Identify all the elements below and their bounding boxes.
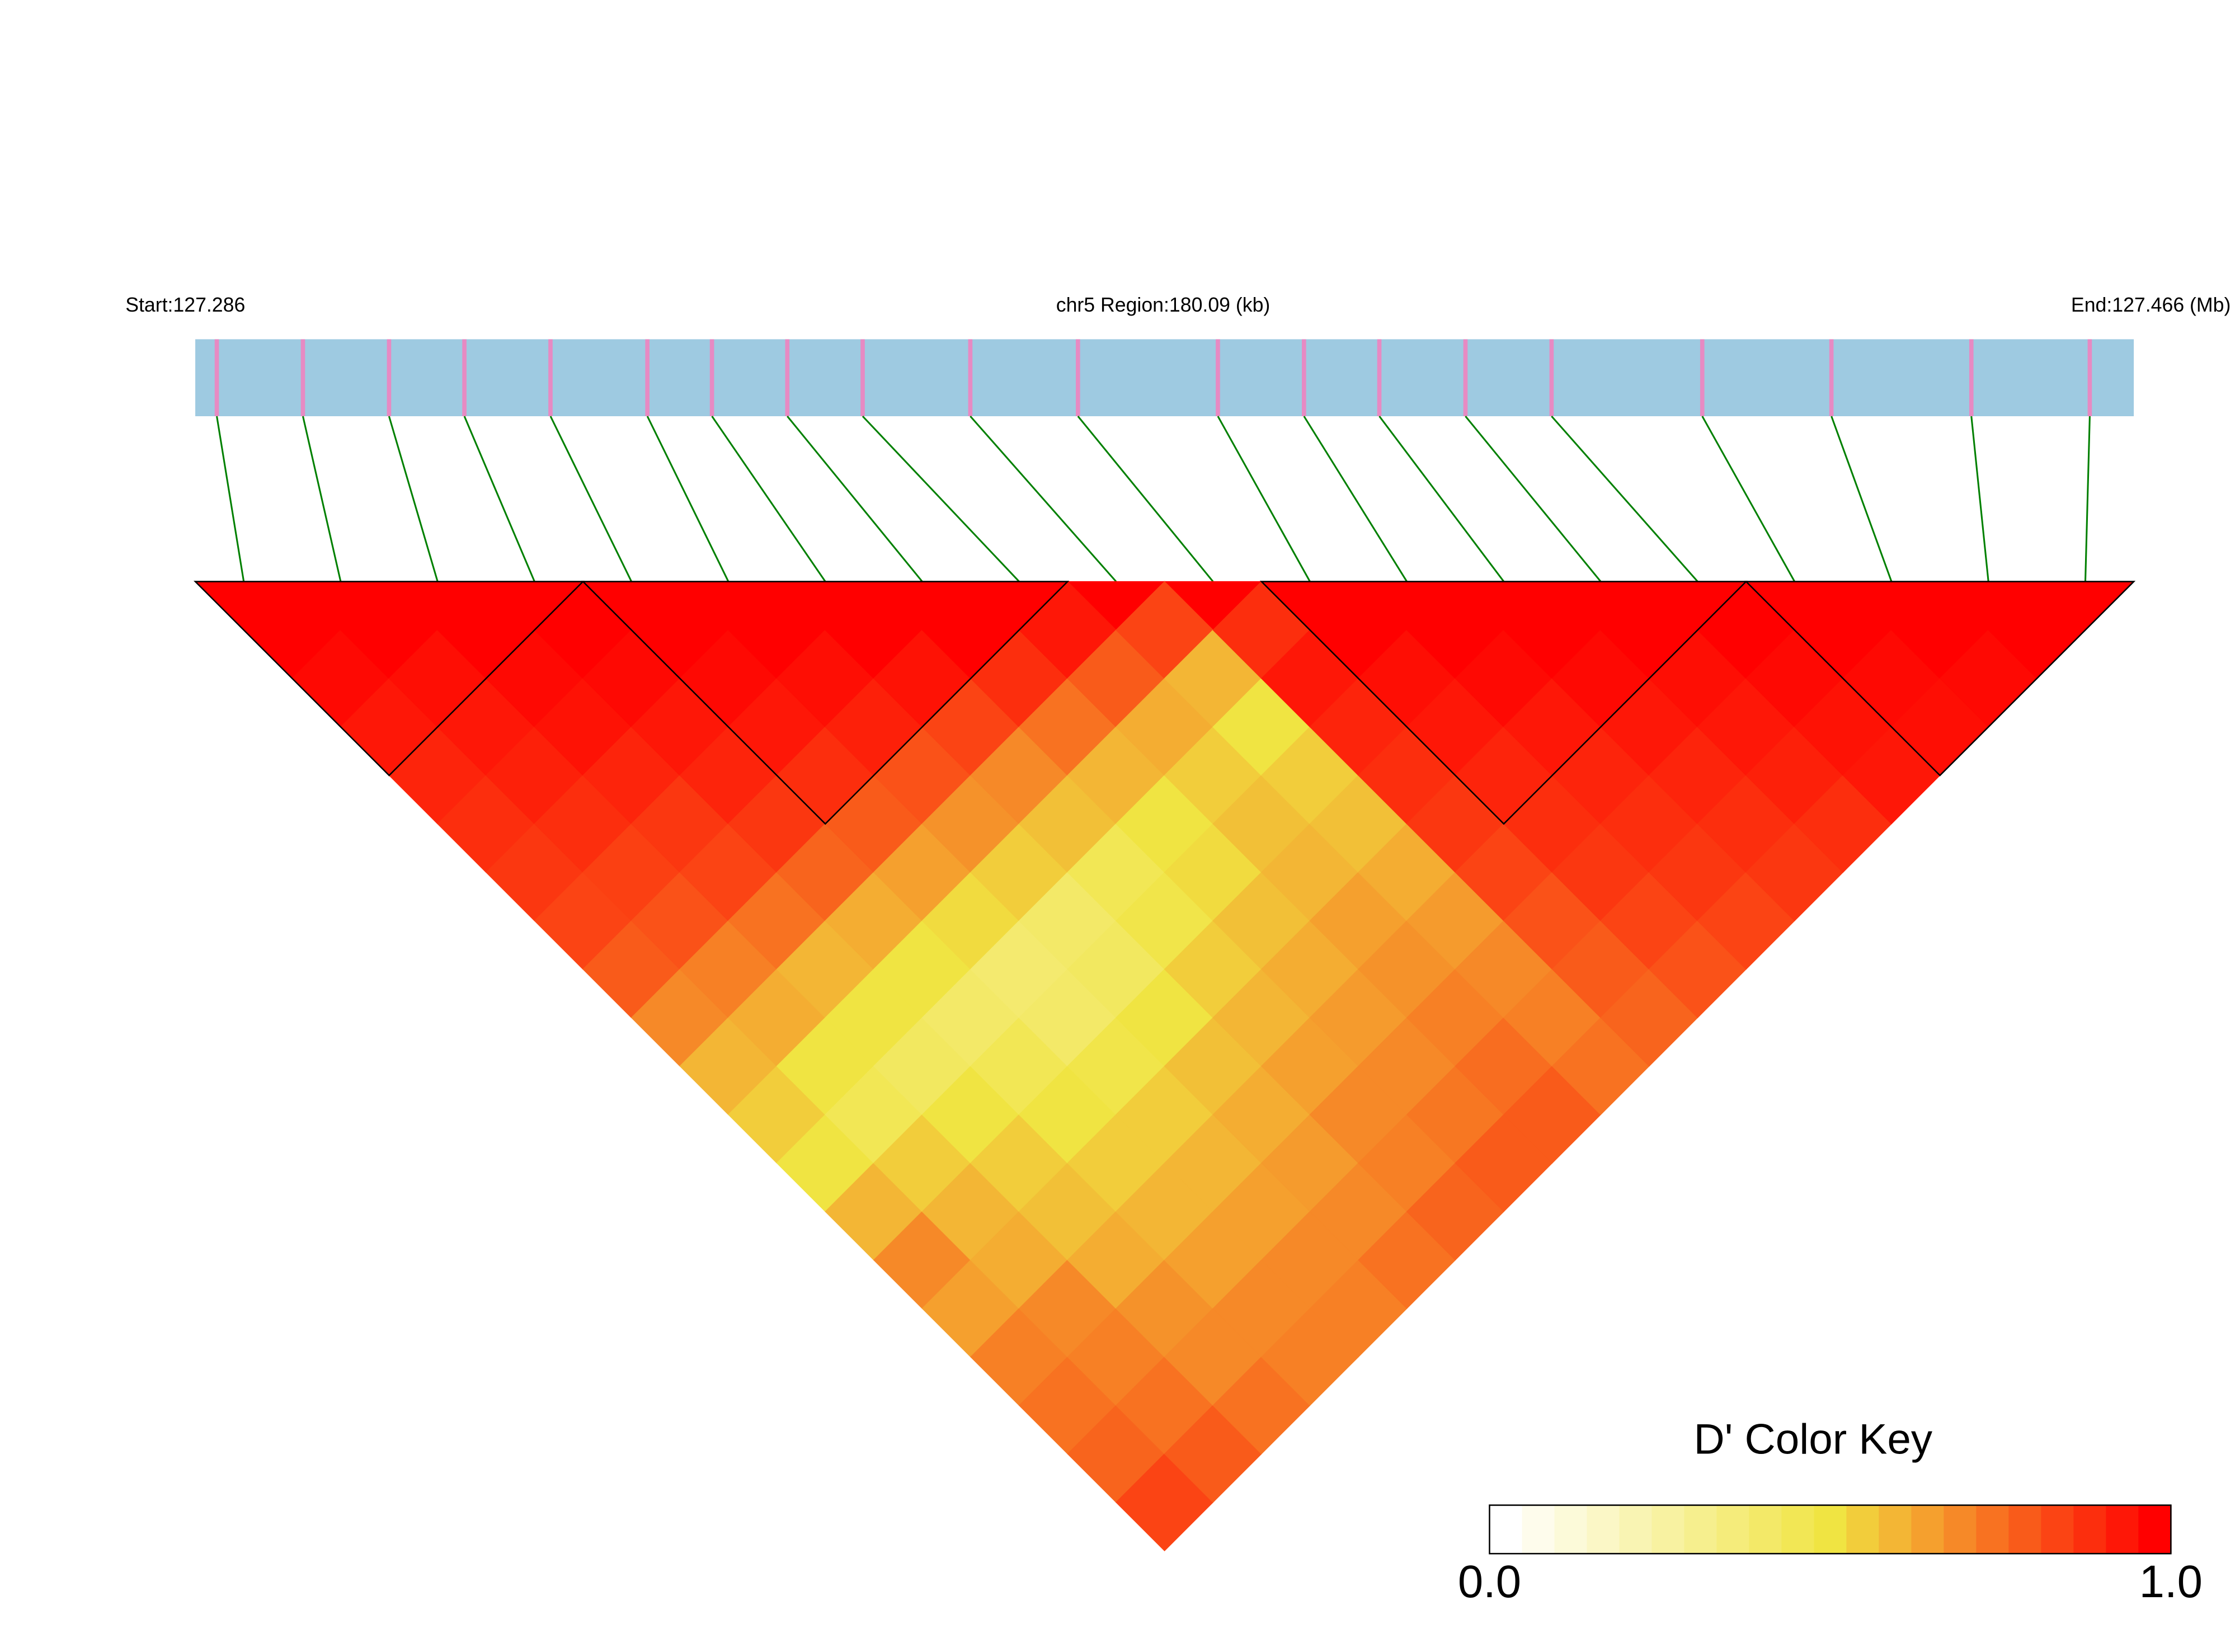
snp-stripe bbox=[548, 339, 553, 416]
color-key-step bbox=[1716, 1505, 1750, 1554]
snp-connector bbox=[1077, 416, 1214, 582]
color-key-step bbox=[1554, 1505, 1588, 1554]
color-key-step bbox=[1619, 1505, 1653, 1554]
color-key-step bbox=[1846, 1505, 1880, 1554]
snp-stripe bbox=[462, 339, 467, 416]
snp-connector bbox=[646, 416, 730, 582]
region-label: chr5 Region:180.09 (kb) bbox=[1056, 294, 1271, 316]
color-key-step bbox=[2041, 1505, 2074, 1554]
snp-stripe bbox=[214, 339, 219, 416]
snp-stripe bbox=[860, 339, 865, 416]
color-key-step bbox=[2008, 1505, 2042, 1554]
start-label: Start:127.286 bbox=[125, 294, 245, 316]
color-key-title: D' Color Key bbox=[1694, 1416, 1933, 1463]
snp-connector bbox=[970, 415, 1117, 582]
color-key-step bbox=[1651, 1505, 1685, 1554]
color-key-step bbox=[1522, 1505, 1555, 1554]
snp-stripe bbox=[1216, 339, 1220, 416]
color-key-step bbox=[2073, 1505, 2107, 1554]
snp-stripe bbox=[785, 339, 790, 416]
snp-stripe bbox=[709, 339, 714, 416]
snp-stripe bbox=[387, 339, 392, 416]
color-key-step bbox=[1879, 1505, 1912, 1554]
snp-connector bbox=[1970, 416, 1989, 582]
snp-connector bbox=[787, 416, 923, 582]
ld-block bbox=[193, 581, 585, 776]
snp-connector bbox=[862, 415, 1020, 582]
snp-connector bbox=[2084, 416, 2091, 582]
snp-stripe bbox=[1463, 339, 1468, 416]
color-key-step bbox=[1489, 1505, 1523, 1554]
color-key-tick-label: 1.0 bbox=[2139, 1556, 2203, 1607]
ld-block bbox=[1744, 581, 2136, 776]
snp-connector bbox=[1465, 416, 1602, 582]
color-key-step bbox=[1684, 1505, 1718, 1554]
snp-connector bbox=[216, 416, 245, 582]
ld-block bbox=[1259, 581, 1748, 825]
color-key-step bbox=[1749, 1505, 1782, 1554]
color-key-step bbox=[1587, 1505, 1620, 1554]
snp-connector bbox=[302, 416, 342, 582]
color-key-step bbox=[1814, 1505, 1847, 1554]
snp-stripe bbox=[968, 339, 973, 416]
color-key-step bbox=[1781, 1505, 1815, 1554]
snp-stripe bbox=[2087, 339, 2092, 416]
snp-connector bbox=[1217, 416, 1311, 582]
color-key-tick-label: 0.0 bbox=[1458, 1556, 1521, 1607]
color-key-step bbox=[1976, 1505, 2010, 1554]
snp-connector bbox=[388, 416, 439, 582]
end-label: End:127.466 (Mb) bbox=[2071, 294, 2231, 316]
snp-connector bbox=[1551, 415, 1698, 582]
snp-stripe bbox=[1969, 339, 1974, 416]
snp-stripe bbox=[1700, 339, 1705, 416]
snp-track bbox=[195, 339, 2134, 416]
snp-stripe bbox=[300, 339, 305, 416]
color-key-step bbox=[1944, 1505, 1977, 1554]
snp-connector bbox=[1378, 416, 1505, 582]
snp-connector bbox=[463, 416, 535, 582]
snp-connector bbox=[1701, 416, 1796, 582]
color-key-step bbox=[2106, 1505, 2139, 1554]
ld-block bbox=[581, 581, 1070, 825]
snp-connector bbox=[711, 416, 826, 582]
color-key-step bbox=[1911, 1505, 1945, 1554]
color-key-step bbox=[2138, 1505, 2172, 1554]
snp-stripe bbox=[645, 339, 650, 416]
snp-stripe bbox=[1549, 339, 1554, 416]
snp-stripe bbox=[1075, 339, 1080, 416]
snp-stripe bbox=[1377, 339, 1382, 416]
snp-stripe bbox=[1829, 339, 1834, 416]
snp-stripe bbox=[1302, 339, 1306, 416]
snp-connector bbox=[549, 416, 633, 582]
snp-connector bbox=[1303, 416, 1408, 582]
color-key-frame bbox=[1489, 1504, 2172, 1555]
snp-connector bbox=[1831, 416, 1893, 582]
